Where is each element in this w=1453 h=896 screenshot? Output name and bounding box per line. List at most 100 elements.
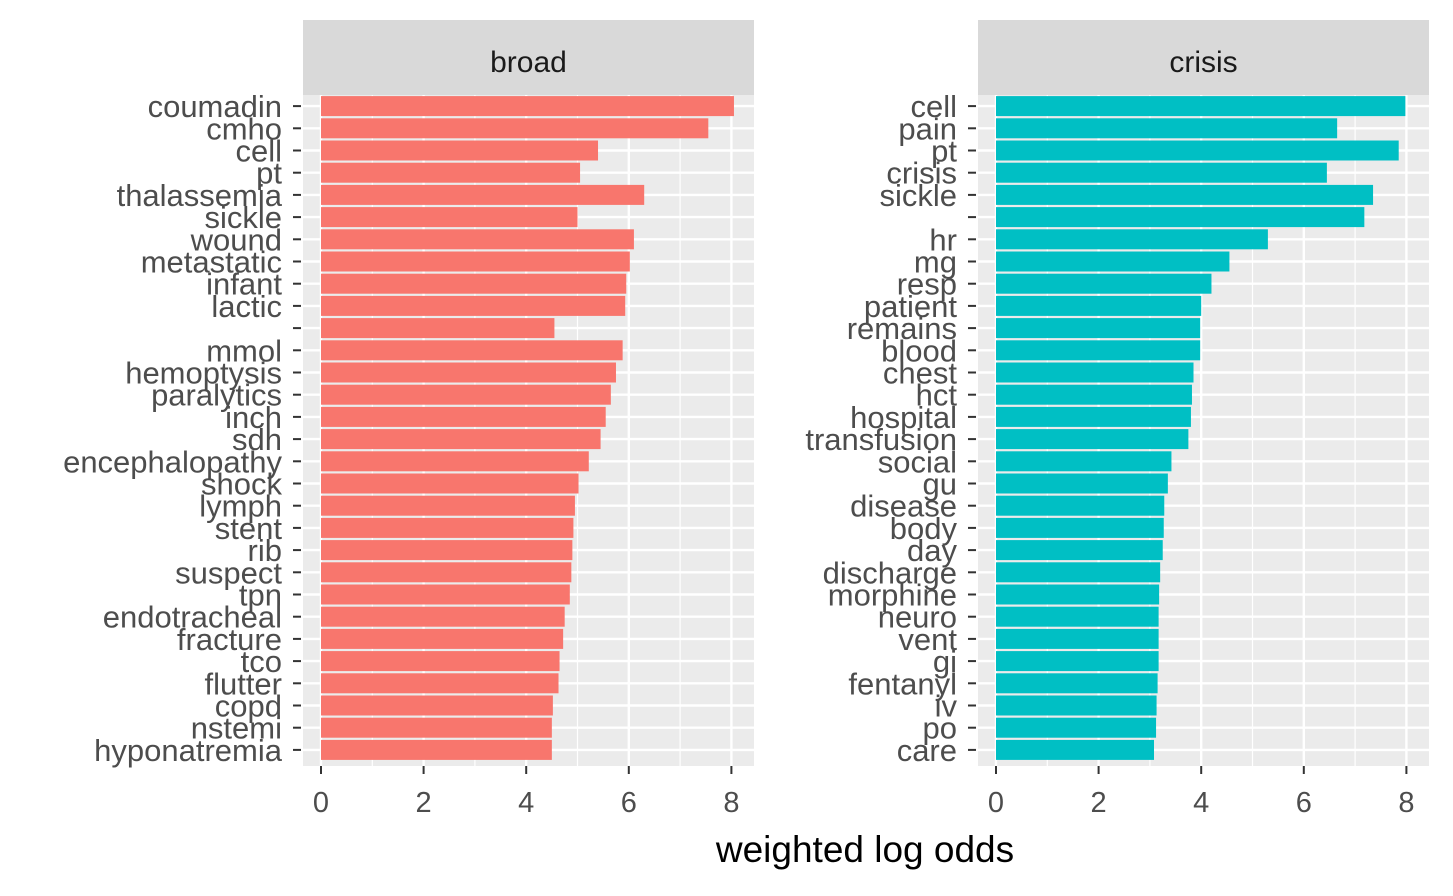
- bar: [996, 429, 1189, 450]
- y-tick-label: morphine: [828, 578, 957, 613]
- y-tick-label: pt: [931, 134, 957, 169]
- panel-title: broad: [490, 46, 567, 79]
- y-tick-label: lymph: [199, 489, 282, 524]
- y-tick-label: flutter: [204, 666, 282, 701]
- y-tick-label: suspect: [175, 555, 282, 590]
- bar: [321, 651, 560, 672]
- y-tick-label: po: [923, 711, 957, 746]
- y-tick-label: chest: [883, 356, 957, 391]
- y-tick-label: hospital: [850, 400, 957, 435]
- y-tick-label: pt: [256, 156, 282, 191]
- y-tick-label: body: [890, 511, 958, 546]
- y-tick-label: mg: [914, 245, 957, 280]
- y-tick-label: sickle: [204, 200, 282, 235]
- bar: [996, 207, 1365, 228]
- bar: [996, 251, 1230, 272]
- y-tick-label: patient: [864, 289, 957, 324]
- bar: [321, 584, 570, 605]
- x-axis-title: weighted log odds: [715, 829, 1014, 870]
- bar: [321, 118, 709, 139]
- bar: [996, 118, 1338, 139]
- bar: [996, 673, 1158, 694]
- y-tick-label: nstemi: [191, 711, 282, 746]
- bar: [996, 540, 1163, 561]
- bar: [321, 717, 552, 738]
- x-tick-label: 0: [313, 787, 329, 819]
- bar: [321, 140, 599, 161]
- y-tick-label: social: [878, 444, 957, 479]
- y-tick-label: tco: [241, 644, 282, 679]
- y-tick-label: paralytics: [151, 378, 282, 413]
- y-tick-label: care: [897, 733, 957, 768]
- bar: [321, 340, 623, 361]
- bar: [321, 273, 627, 294]
- y-tick-label: discharge: [823, 555, 957, 590]
- bar: [321, 207, 578, 228]
- y-tick-label: coumadin: [148, 89, 282, 124]
- x-tick-label: 0: [988, 787, 1004, 819]
- y-tick-label: inch: [225, 400, 282, 435]
- bar: [321, 251, 630, 272]
- y-tick-label: gi: [933, 644, 957, 679]
- panel-title: crisis: [1169, 46, 1237, 79]
- x-tick-label: 2: [1091, 787, 1107, 819]
- bar: [996, 295, 1202, 316]
- y-tick-label: sickle: [879, 178, 957, 213]
- y-tick-label: resp: [897, 267, 957, 302]
- bar: [996, 739, 1155, 760]
- y-tick-label: cell: [910, 89, 957, 124]
- bar: [321, 295, 626, 316]
- y-tick-label: thalassemia: [117, 178, 283, 213]
- x-tick-label: 6: [621, 787, 637, 819]
- bar: [996, 362, 1194, 383]
- y-tick-label: sdh: [232, 422, 282, 457]
- x-tick-label: 6: [1296, 787, 1312, 819]
- bar: [321, 495, 575, 516]
- y-tick-label: fracture: [177, 622, 282, 657]
- bar: [996, 384, 1192, 405]
- bar: [321, 562, 572, 583]
- bar: [996, 584, 1160, 605]
- bar: [321, 184, 645, 205]
- x-tick-label: 4: [1193, 787, 1209, 819]
- bar: [996, 96, 1406, 117]
- y-tick-label: encephalopathy: [63, 444, 282, 479]
- bar: [996, 606, 1159, 627]
- bar: [996, 162, 1327, 183]
- bar: [996, 451, 1172, 472]
- bar: [996, 628, 1159, 649]
- x-tick-label: 4: [518, 787, 534, 819]
- y-tick-label: hemoptysis: [125, 356, 282, 391]
- bar: [996, 473, 1168, 494]
- bar: [321, 162, 581, 183]
- y-tick-label: disease: [850, 489, 957, 524]
- bar: [321, 429, 601, 450]
- bar: [996, 184, 1374, 205]
- bar: [321, 695, 553, 716]
- y-tick-label: metastatic: [141, 245, 282, 280]
- y-tick-label: cmho: [206, 111, 282, 146]
- bar: [321, 473, 579, 494]
- bar: [321, 606, 565, 627]
- x-tick-label: 8: [723, 787, 739, 819]
- bar: [321, 384, 611, 405]
- bar: [996, 695, 1157, 716]
- y-tick-label: fentanyl: [848, 666, 957, 701]
- bar: [321, 229, 634, 250]
- y-tick-label: mmol: [206, 333, 282, 368]
- y-tick-label: pain: [898, 111, 957, 146]
- bar: [996, 318, 1201, 339]
- y-tick-label: rib: [248, 533, 282, 568]
- y-tick-label: crisis: [886, 156, 957, 191]
- y-tick-label: day: [907, 533, 957, 568]
- y-tick-label: hyponatremia: [94, 733, 283, 768]
- panel-strip: [978, 20, 1429, 95]
- bar: [321, 362, 616, 383]
- y-tick-label: wound: [190, 222, 282, 257]
- y-tick-label: hr: [929, 222, 957, 257]
- bar: [996, 140, 1399, 161]
- x-tick-label: 8: [1398, 787, 1414, 819]
- y-tick-label: tpn: [239, 578, 282, 613]
- bar: [321, 406, 606, 427]
